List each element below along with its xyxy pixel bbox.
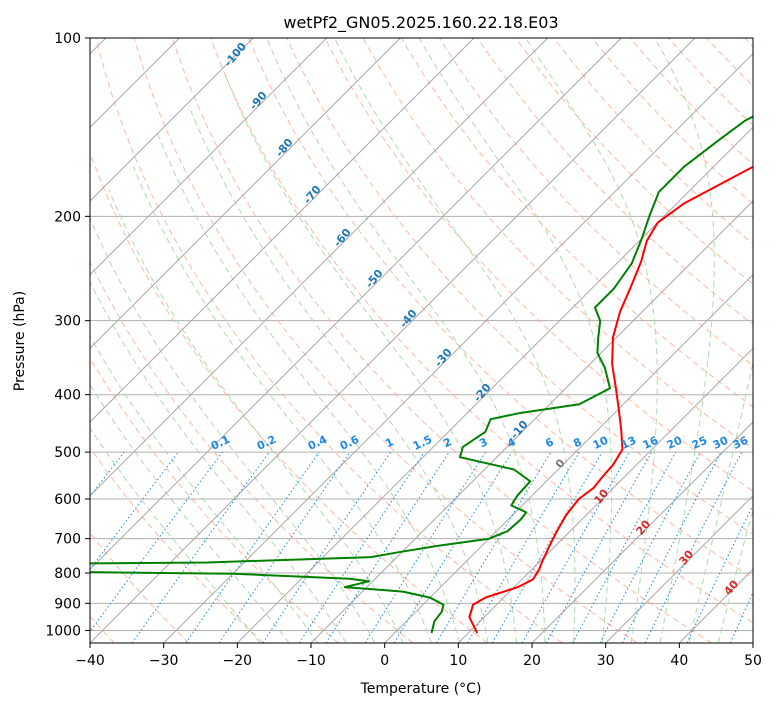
mixing-ratio-line [393,451,513,643]
sounding-series [90,115,753,634]
moist-adiabat [334,38,576,643]
moist-adiabat [266,38,546,643]
x-tick-label: −10 [296,653,326,669]
dry-adiabat [515,38,753,285]
isotherms [90,38,753,643]
dry-adiabat [90,260,414,643]
dry-adiabat [286,38,753,535]
x-tick-label: −30 [149,653,179,669]
isotherm [90,38,696,643]
y-tick-label: 200 [54,209,81,225]
moist-adiabat [90,280,347,643]
mixing-ratio-label: 16 [641,434,661,452]
mixing-ratio-line [644,451,743,643]
mixing-ratio-label: 30 [711,434,731,452]
isotherm [90,38,475,423]
x-tick-label: 40 [670,653,688,669]
y-axis-ticks: 100 200 300 400 500 600 700 800 900 1000 [45,31,90,639]
pressure-gridlines [90,38,753,631]
temperature-series-line [468,165,753,634]
mixing-ratio-line [90,451,179,570]
isotherm [90,38,401,350]
isotherm [384,273,753,643]
moist-adiabat [717,507,753,643]
moist-adiabat [108,189,404,643]
x-tick-label: 50 [744,653,762,669]
y-tick-label: 1000 [45,623,81,639]
y-tick-label: 300 [54,314,81,330]
isotherm [236,126,753,643]
mixing-ratio-line [545,451,653,643]
x-tick-label: 20 [523,653,541,669]
x-tick-label: 10 [449,653,467,669]
mixing-ratio-line [185,451,320,643]
moist-adiabat [224,73,517,643]
moist-adiabat [90,383,290,643]
y-tick-label: 800 [54,566,81,582]
moist-adiabat [132,166,432,643]
dewpoint-series-line [90,115,753,634]
mixing-ratio-line [131,451,270,643]
x-tick-label: 30 [597,653,615,669]
y-tick-label: 100 [54,31,81,47]
dry-adiabat [95,38,563,643]
mixing-ratio-label: 13 [619,434,638,452]
mixing-ratio-label: 25 [690,434,709,452]
mixing-ratio-line [298,451,425,643]
x-tick-label: −20 [223,653,253,669]
dry-adiabat [90,446,264,643]
x-tick-label: −40 [75,653,105,669]
mixing-ratio-lines [90,451,753,643]
moist-adiabat [157,133,461,643]
isotherm [90,38,254,202]
mixing-ratio-label: 20 [665,434,685,452]
mixing-ratio-line [572,451,677,643]
chart-title: wetPf2_GN05.2025.160.22.18.E03 [283,13,558,33]
x-tick-label: 0 [380,653,389,669]
moist-adiabat [90,335,319,643]
x-axis-ticks: −40 −30 −20 −10 0 10 20 30 40 50 [75,643,762,669]
moist-adiabats [90,38,753,643]
moist-adiabat [525,38,658,643]
mixing-ratio-label: 36 [731,434,751,452]
dry-adiabats [90,38,753,643]
mixing-ratio-line [90,451,223,633]
isotherm [90,38,549,497]
dry-adiabat [90,357,339,643]
dry-adiabat [324,38,753,492]
mixing-ratio-label: 10 [591,434,611,452]
y-tick-label: 700 [54,532,81,548]
isotherm [605,494,753,643]
x-axis-label: Temperature (°C) [360,681,482,697]
plot-frame [89,37,754,644]
isotherm [90,38,328,276]
isotherm [90,38,622,571]
mixing-ratio-line [325,451,450,643]
y-axis-label: Pressure (hPa) [12,291,28,391]
dry-adiabat [210,38,753,624]
dry-adiabat [171,38,712,643]
moist-adiabat [418,38,613,643]
mixing-ratio-line [262,451,392,643]
y-tick-label: 500 [54,445,81,461]
isotherm [457,347,753,643]
moist-adiabat [188,105,489,643]
mixing-ratio-line [521,451,630,643]
isotherm [531,421,753,643]
y-tick-label: 900 [54,596,81,612]
y-tick-label: 400 [54,388,81,404]
moist-adiabat [90,427,261,643]
mixing-ratio-line [218,451,351,643]
moist-adiabat [654,38,715,643]
isotherm [163,52,753,643]
dry-adiabat [248,38,753,579]
y-tick-label: 600 [54,492,81,508]
moist-adiabat [688,359,753,643]
plot-area: -100-90-80-70-60-50-40-30-20-10010203040… [90,38,753,643]
